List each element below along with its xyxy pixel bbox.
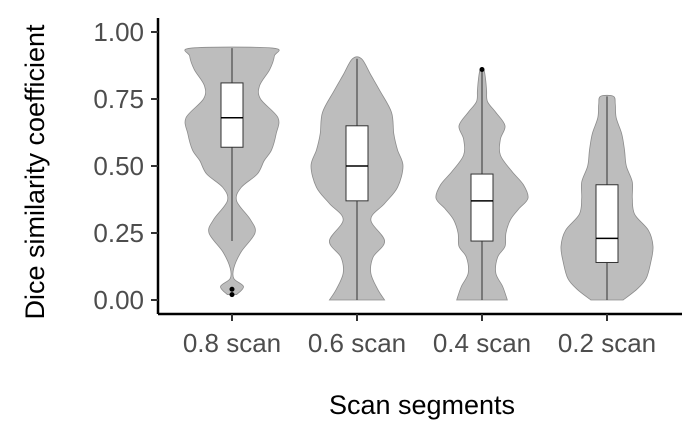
y-tick-label: 0.25 <box>93 218 144 248</box>
box-0 <box>220 82 244 148</box>
x-tick-label: 0.2 scan <box>558 328 656 358</box>
y-axis-title: Dice similarity coefficient <box>20 24 50 320</box>
x-axis-title: Scan segments <box>329 390 515 420</box>
x-tick-label: 0.8 scan <box>183 328 281 358</box>
violin-layer <box>184 46 654 301</box>
box-2 <box>470 173 494 242</box>
boxplot-layer <box>220 48 619 300</box>
outlier-point <box>479 67 485 73</box>
y-tick-label: 0.75 <box>93 84 144 114</box>
y-tick-label: 0.50 <box>93 151 144 181</box>
x-tick-label: 0.4 scan <box>433 328 531 358</box>
box-1 <box>345 125 369 202</box>
outlier-point <box>229 286 235 292</box>
y-tick-layer: 0.00 0.25 0.50 0.75 1.00 <box>93 17 158 315</box>
outlier-point <box>229 292 235 298</box>
y-tick-label: 0.00 <box>93 285 144 315</box>
box-3 <box>595 184 619 263</box>
x-tick-label: 0.6 scan <box>308 328 406 358</box>
x-tick-layer: 0.8 scan 0.6 scan 0.4 scan 0.2 scan <box>183 314 656 358</box>
y-tick-label: 1.00 <box>93 17 144 47</box>
